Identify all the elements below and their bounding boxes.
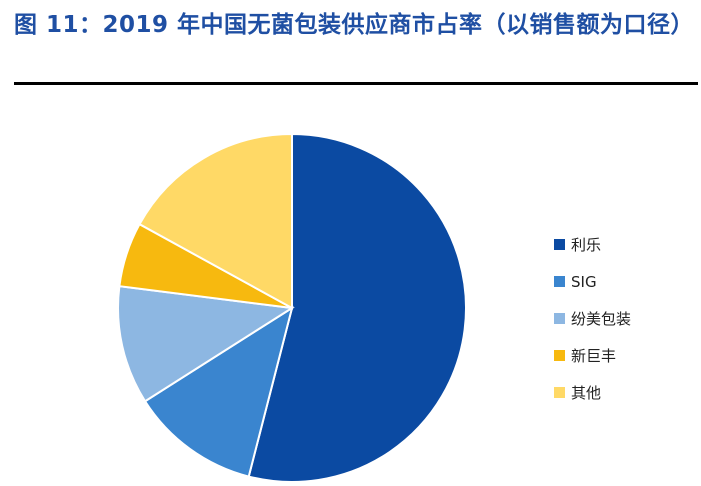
- chart-legend: 利乐 SIG 纷美包装 新巨丰 其他: [554, 226, 694, 411]
- pie-slice-sig: [143, 305, 294, 478]
- legend-item-sig: SIG: [554, 263, 694, 300]
- legend-item-xinjufeng: 新巨丰: [554, 337, 694, 374]
- pie-slice-tetrapak: [247, 132, 468, 483]
- legend-swatch-greatview: [554, 313, 565, 324]
- legend-label-tetrapak: 利乐: [571, 236, 602, 254]
- pie-slice-greatview: [117, 285, 295, 403]
- legend-item-tetrapak: 利乐: [554, 226, 694, 263]
- pie-slices: [117, 132, 468, 483]
- legend-swatch-sig: [554, 276, 565, 287]
- legend-label-greatview: 纷美包装: [571, 310, 632, 328]
- legend-swatch-tetrapak: [554, 239, 565, 250]
- legend-label-sig: SIG: [571, 272, 597, 291]
- legend-label-xinjufeng: 新巨丰: [571, 347, 617, 365]
- legend-swatch-xinjufeng: [554, 350, 565, 361]
- legend-item-greatview: 纷美包装: [554, 300, 694, 337]
- pie-slice-others: [138, 132, 293, 310]
- legend-item-others: 其他: [554, 374, 694, 411]
- title-underline: [14, 82, 698, 85]
- legend-label-others: 其他: [571, 384, 602, 402]
- legend-swatch-others: [554, 387, 565, 398]
- figure-title: 图 11：2019 年中国无菌包装供应商市占率（以销售额为口径）: [14, 12, 695, 38]
